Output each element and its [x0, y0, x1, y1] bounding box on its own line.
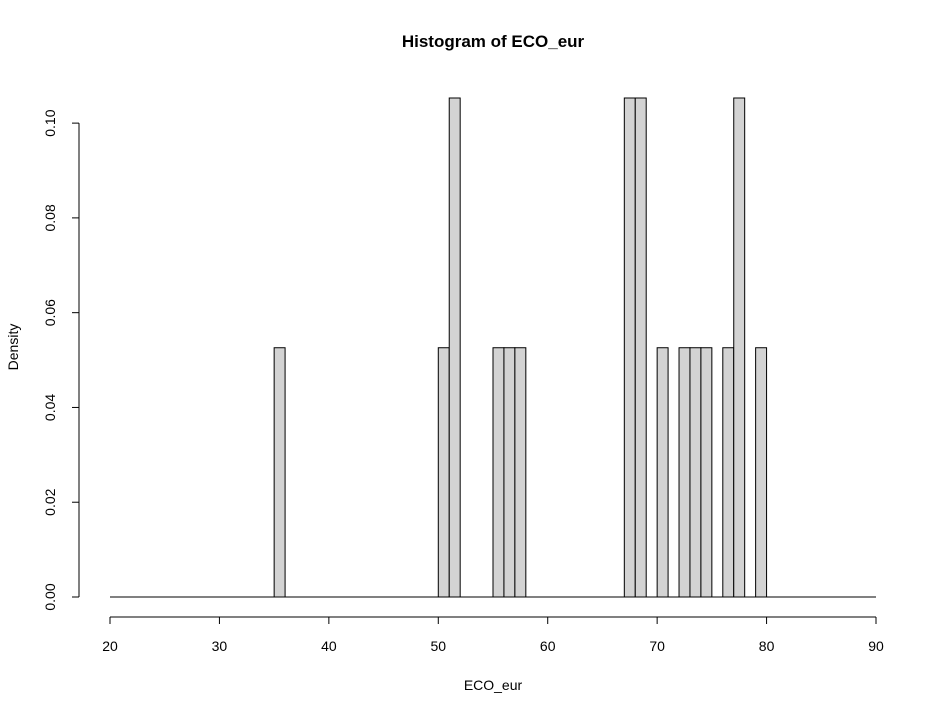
x-tick-label: 20: [102, 638, 118, 654]
y-tick-label: 0.06: [42, 299, 58, 326]
y-tick-label: 0.04: [42, 394, 58, 421]
x-axis: 20 30 40 50 60 70 80 90: [102, 616, 884, 654]
chart-title: Histogram of ECO_eur: [402, 32, 585, 51]
x-tick-label: 70: [649, 638, 665, 654]
x-tick-label: 80: [759, 638, 775, 654]
y-tick-label: 0.02: [42, 488, 58, 515]
x-tick-label: 40: [321, 638, 337, 654]
y-tick-label: 0.10: [42, 109, 58, 136]
histogram-bar: [755, 347, 768, 598]
histogram-bar: [492, 347, 505, 598]
histogram-bar: [514, 347, 527, 598]
x-tick-label: 50: [430, 638, 446, 654]
x-tick-label: 60: [540, 638, 556, 654]
histogram-bar: [678, 347, 691, 598]
histogram-bar: [437, 347, 450, 598]
histogram-bar: [634, 97, 647, 598]
histogram-bar: [689, 347, 702, 598]
histogram-bars: [273, 97, 768, 598]
histogram-bar: [700, 347, 713, 598]
histogram-bar: [273, 347, 286, 598]
histogram-bar: [448, 97, 461, 598]
y-axis: 0.00 0.02 0.04 0.06 0.08 0.10: [42, 109, 80, 611]
y-axis-label: Density: [5, 324, 21, 371]
x-tick-label: 30: [212, 638, 228, 654]
histogram-bar: [722, 347, 735, 598]
x-tick-label: 90: [868, 638, 884, 654]
histogram-bar: [503, 347, 516, 598]
y-tick-label: 0.00: [42, 583, 58, 610]
y-tick-label: 0.08: [42, 204, 58, 231]
x-axis-label: ECO_eur: [464, 677, 523, 693]
histogram-bar: [656, 347, 669, 598]
histogram-bar: [623, 97, 636, 598]
histogram-bar: [733, 97, 746, 598]
